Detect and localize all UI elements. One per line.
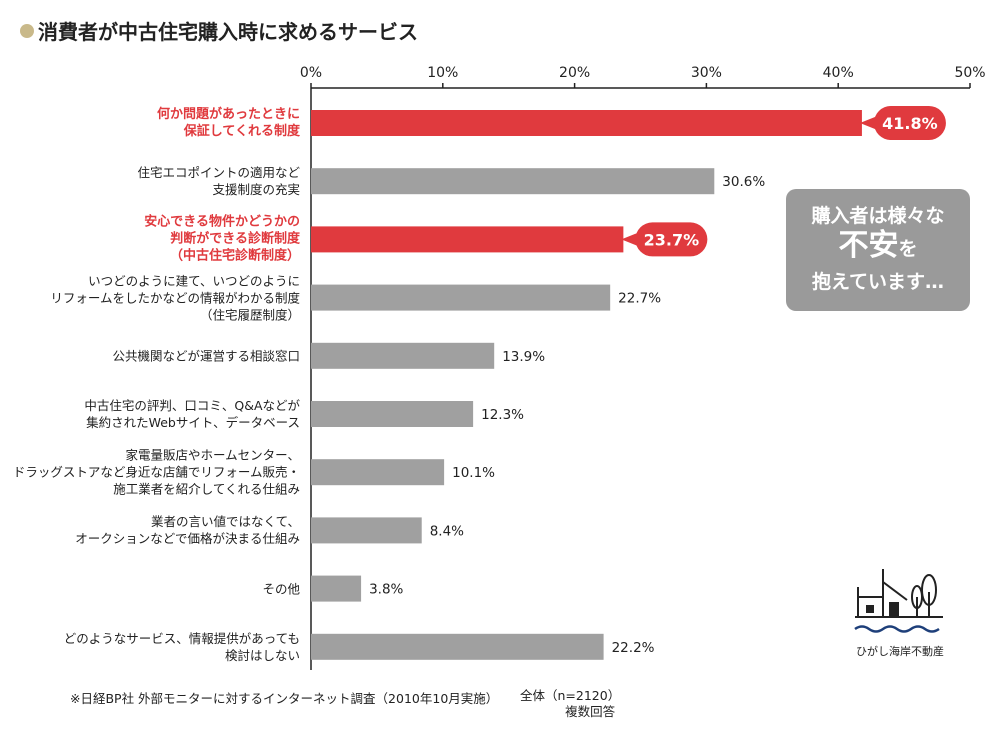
category-label: 住宅エコポイントの適用など 支援制度の充実 [137,165,300,198]
x-tick-label: 50% [954,65,985,81]
bar [311,284,611,311]
x-tick-label: 30% [691,65,722,81]
callout-box: 購入者は様々な 不安を 抱えています… [786,189,970,311]
data-label: 22.7% [618,291,661,307]
data-label: 22.2% [612,640,655,656]
source-note: ※日経BP社 外部モニターに対するインターネット調査（2010年10月実施） [70,691,499,706]
category-label: その他 [262,581,300,597]
chart-title: 消費者が中古住宅購入時に求めるサービス [20,16,418,45]
bar [311,633,604,660]
company-logo: ひがし海岸不動産 [845,567,955,659]
data-label: 41.8% [882,114,938,133]
bar [311,459,445,486]
category-label: 安心できる物件かどうかの 判断ができる診断制度 （中古住宅診断制度） [144,214,300,264]
callout-line3: 抱えています… [811,271,945,293]
callout-emphasis: 不安 [838,228,899,263]
company-name: ひがし海岸不動産 [856,645,944,658]
value-pill [635,222,708,257]
callout-line1: 購入者は様々な [811,205,945,227]
category-label: いつどのように建て、いつどのように リフォームをしたかなどの情報がわかる制度 （… [50,273,300,323]
data-label: 8.4% [430,523,464,539]
house-tree-wave-logo-icon [854,569,943,633]
bar [311,110,862,136]
bar [311,517,422,544]
bullet-icon [20,23,34,38]
category-label: 中古住宅の評判、口コミ、Q&Aなどが 集約されたWebサイト、データベース [84,398,300,430]
category-label: どのようなサービス、情報提供があっても 検討はしない [63,630,300,663]
x-tick-label: 0% [300,65,322,81]
data-label: 13.9% [502,349,545,365]
bar [311,342,495,369]
data-label: 12.3% [481,407,524,423]
data-label: 23.7% [644,230,700,249]
category-label: 家電量販店やホームセンター、 ドラッグストアなど身近な店舗でリフォーム販売・ 施… [12,447,300,497]
category-label: 業者の言い値ではなくて、 オークションなどで価格が決まる仕組み [75,514,300,547]
value-pill [873,106,946,140]
callout-line2: 不安を [786,228,970,267]
bar [311,168,715,195]
x-tick-label: 20% [559,65,590,81]
data-label: 3.8% [369,582,403,598]
bar [311,226,624,253]
multiple-answer-note: 複数回答 [565,704,616,719]
data-label: 10.1% [452,465,495,481]
sample-size: 全体（n=2120） [520,688,621,703]
data-label: 30.6% [722,174,765,190]
bar [311,401,474,427]
category-label: 何か問題があったときに 保証してくれる制度 [156,107,300,139]
callout-suffix: を [898,238,918,260]
x-tick-label: 10% [427,65,458,81]
x-tick-label: 40% [823,65,854,81]
sample-note: 全体（n=2120） 複数回答 [520,688,620,720]
title-text: 消費者が中古住宅購入時に求めるサービス [38,20,418,44]
category-label: 公共機関などが運営する相談窓口 [112,348,300,364]
bar [311,575,362,602]
